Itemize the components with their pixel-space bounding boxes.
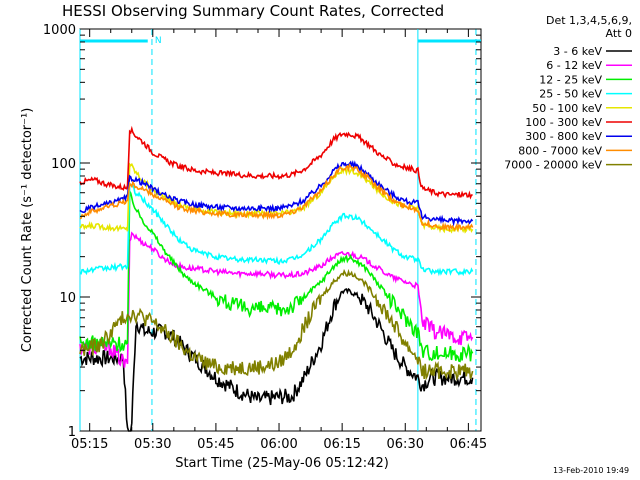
- x-tick-label: 06:45: [450, 437, 487, 452]
- legend-header-2: Att 0: [606, 27, 632, 40]
- series-line-5: [79, 125, 473, 200]
- x-axis-label: Start Time (25-May-06 05:12:42): [175, 456, 389, 471]
- series-line-1: [79, 231, 474, 368]
- legend-label: 100 - 300 keV: [525, 116, 602, 129]
- legend-label: 7000 - 20000 keV: [504, 159, 602, 172]
- x-tick-label: 06:15: [323, 437, 360, 452]
- y-tick-label: 1: [68, 425, 76, 440]
- series-line-3: [79, 182, 474, 277]
- axis-ticks: 1 10 100 1000 05:15 05:30 05:45 06:00 06:15 06:30…: [43, 23, 487, 452]
- y-axis-label: Corrected Count Rate (s⁻¹ detector⁻¹): [20, 108, 35, 353]
- legend-label: 800 - 7000 keV: [518, 144, 602, 157]
- x-tick-label: 06:30: [387, 437, 424, 452]
- x-tick-label: 05:30: [134, 437, 171, 452]
- x-tick-label: 06:00: [260, 437, 297, 452]
- series-line-0: [79, 287, 474, 432]
- series-line-7: [79, 163, 474, 233]
- chart-title: HESSI Observing Summary Count Rates, Cor…: [62, 2, 444, 20]
- series-line-6: [79, 160, 474, 227]
- legend-label: 6 - 12 keV: [546, 59, 602, 72]
- legend-label: 300 - 800 keV: [525, 130, 602, 143]
- series-line-2: [79, 188, 474, 363]
- plot-area: N 1 10 100 1000 05:15 05:30 05:45 06:00 06:15 06:…: [43, 23, 487, 452]
- footer-date: 13-Feb-2010 19:49: [553, 466, 629, 475]
- legend-label: 3 - 6 keV: [553, 45, 602, 58]
- y-tick-label: 100: [51, 157, 76, 172]
- x-tick-label: 05:15: [71, 437, 108, 452]
- series-line-4: [79, 162, 474, 234]
- x-tick-label: 05:45: [197, 437, 234, 452]
- y-tick-label: 10: [59, 291, 76, 306]
- series-group: [79, 125, 474, 432]
- legend-label: 25 - 50 keV: [539, 88, 602, 101]
- attenuator-label: N: [155, 36, 162, 46]
- legend-header: Det 1,3,4,5,6,9,: [546, 14, 632, 27]
- legend-label: 12 - 25 keV: [539, 73, 602, 86]
- y-tick-label: 1000: [43, 23, 76, 38]
- series-line-8: [79, 268, 474, 382]
- legend-label: 50 - 100 keV: [532, 102, 602, 115]
